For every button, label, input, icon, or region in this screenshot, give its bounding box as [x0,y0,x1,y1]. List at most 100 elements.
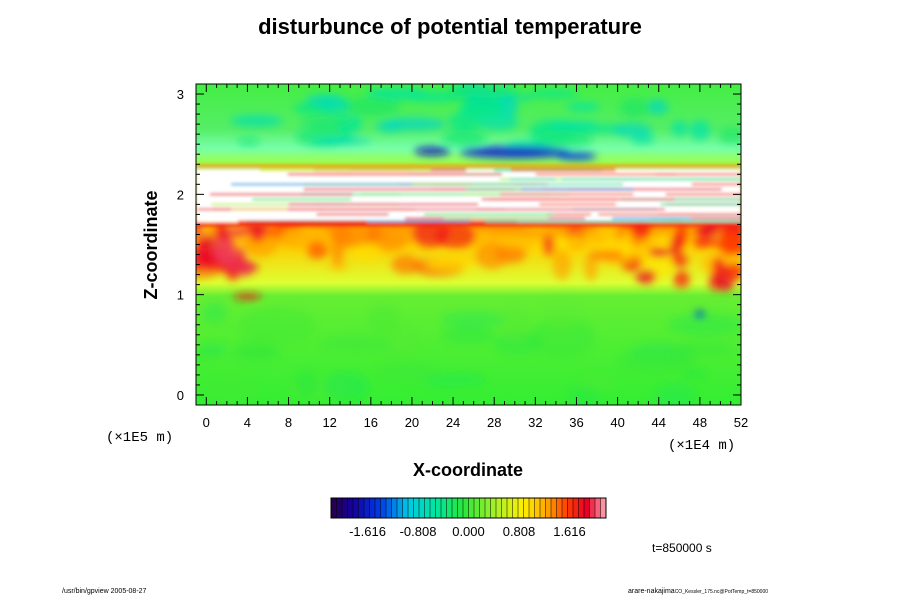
field-blob [316,137,372,145]
field-blob [726,262,741,281]
x-tick-label: 12 [322,415,336,430]
colorbar-cell [375,498,381,518]
field-blob [711,257,726,274]
field-blob [246,223,268,236]
colorbar-cell [523,498,530,518]
field-blob [227,227,247,236]
band-streak [499,198,674,201]
band-streak [500,193,634,196]
field-blob [526,224,547,234]
band-streak [691,183,741,186]
field-blob [717,128,741,144]
colorbar-cell [463,498,469,518]
field-blob [475,241,509,269]
colorbar-cell [468,498,475,518]
colorbar-tick-label: 0.000 [452,524,485,539]
band-streak [561,178,741,181]
colorbar-cell [474,498,480,518]
colorbar-cell [573,498,579,518]
colorbar-cell [567,498,574,518]
field-blob [199,342,228,356]
field-blob [264,228,284,237]
band-streak [360,193,550,196]
colorbar-cell [512,498,519,518]
colorbar-cell [534,498,541,518]
colorbar-cell [518,498,524,518]
y-tick-label: 3 [177,87,184,102]
y-tick-label: 2 [177,187,184,202]
field-blob [459,146,570,159]
field-blob [460,96,503,114]
field-blob [405,91,463,103]
band-streak [231,183,413,186]
field-blob [447,112,483,130]
field-blob [547,120,599,131]
colorbar-cell [413,498,420,518]
field-blob [682,367,707,381]
x-tick-label: 40 [610,415,624,430]
x-tick-label: 36 [569,415,583,430]
band-streak [655,173,741,176]
band-streak [316,213,389,216]
colorbar-cell [578,498,585,518]
field-blob [552,248,572,281]
colorbar-cell [457,498,464,518]
x-tick-label: 16 [364,415,378,430]
field-blob [502,94,535,101]
x-tick-label: 24 [446,415,460,430]
band-streak [238,220,367,223]
field-blob [668,313,741,336]
colorbar-cell [369,498,376,518]
band-streak [620,198,741,201]
colorbar-cell [551,498,557,518]
field-blob [235,247,246,269]
y-scale-label: (×1E5 m) [106,430,173,446]
field-blob [689,120,711,141]
field-blob [466,84,518,98]
field-blob [330,234,345,266]
field-blob [320,335,394,353]
band-streak [209,193,353,196]
band-streak [472,183,624,186]
y-tick-label: 1 [177,288,184,303]
field-blob [655,381,695,405]
colorbar-tick-label: -1.616 [349,524,386,539]
field-blob [212,236,237,265]
chart-title: disturbunce of potential temperature [258,14,642,39]
colorbar-cell [331,498,337,518]
x-tick-label: 20 [405,415,419,430]
colorbar-cell [419,498,425,518]
field-blob [635,269,657,284]
band-streak [230,208,288,211]
colorbar-cell [584,498,590,518]
field-blob [577,375,617,392]
band-streak [404,217,473,220]
colorbar-cell [479,498,486,518]
field-blob [541,234,556,257]
x-tick-label: 8 [285,415,292,430]
colorbar-tick-label: -0.808 [400,524,437,539]
x-tick-label: 52 [734,415,748,430]
x-tick-label: 0 [203,415,210,430]
band-streak [475,208,665,211]
band-streak [288,203,478,206]
colorbar-cell [501,498,508,518]
band-streak [510,169,616,172]
colorbar-cell [408,498,414,518]
field-blob [204,379,259,405]
field-blob [233,293,262,300]
band-streak [663,220,741,223]
field-blob [648,248,672,258]
band-streak [443,217,549,220]
colorbar-cell [452,498,458,518]
band-streak [660,203,741,206]
x-tick-label: 28 [487,415,501,430]
y-tick-label: 0 [177,388,184,403]
field-blob [318,95,350,115]
field-blob [646,99,669,115]
field-blob [434,223,477,249]
field-blob [617,349,695,374]
field-blob [566,102,601,112]
field-blob [295,370,318,397]
